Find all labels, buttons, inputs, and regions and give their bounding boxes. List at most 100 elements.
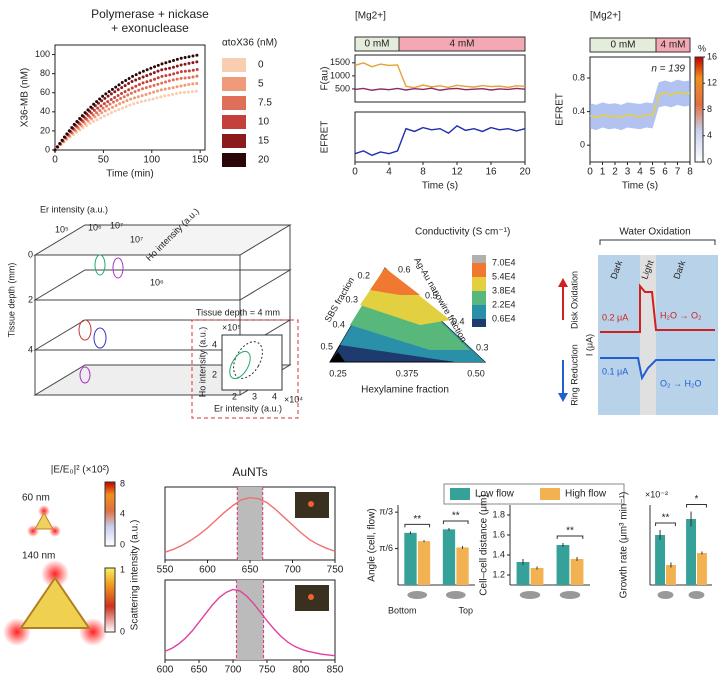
tick: 4 bbox=[120, 508, 125, 518]
bar bbox=[404, 532, 417, 585]
reaction: H₂O → O₂ bbox=[660, 310, 702, 320]
axis-label: I (μA) bbox=[584, 334, 594, 356]
legend-swatch bbox=[472, 305, 486, 319]
series-line bbox=[589, 91, 691, 119]
header-right: 4 mM bbox=[661, 40, 686, 51]
series-line bbox=[53, 67, 202, 152]
x-tick-label: 3 bbox=[625, 167, 631, 178]
tick: 0.4 bbox=[332, 319, 345, 329]
significance: * bbox=[695, 494, 699, 505]
significance: ** bbox=[662, 513, 670, 524]
x-tick-label: 150 bbox=[192, 155, 209, 166]
legend-swatch bbox=[472, 319, 486, 327]
significance-bracket bbox=[655, 522, 676, 526]
y-axis-label: Angle (cell, flow) bbox=[367, 508, 378, 581]
colorbar-label: % bbox=[698, 43, 706, 53]
cluster bbox=[94, 254, 106, 276]
cell-icon bbox=[559, 591, 581, 599]
tick: 10⁶ bbox=[88, 222, 102, 232]
disk-trace bbox=[600, 283, 715, 333]
bar bbox=[417, 541, 431, 585]
x-tick-label: 750 bbox=[259, 665, 276, 676]
axis-label: Er intensity (a.u.) bbox=[40, 204, 108, 214]
header-right: 4 mM bbox=[450, 39, 475, 50]
legend-swatch bbox=[472, 277, 486, 291]
y-tick-label: π/3 bbox=[379, 507, 393, 517]
tick: 3 bbox=[252, 391, 257, 401]
y-axis-label: F(au) bbox=[320, 67, 331, 91]
inset-axis: Er intensity (a.u.) bbox=[214, 403, 282, 413]
significance: ** bbox=[452, 511, 460, 522]
cell-icon bbox=[445, 591, 466, 599]
colorbar-tick-label: 8 bbox=[707, 104, 712, 114]
arrow-head bbox=[558, 278, 568, 287]
header-left: 0 mM bbox=[611, 40, 636, 51]
bar bbox=[686, 519, 697, 585]
y-tick-label: 1.4 bbox=[492, 549, 505, 559]
plot-frame bbox=[54, 44, 206, 151]
header-box bbox=[655, 37, 691, 53]
chart-title: Polymerase + nickase bbox=[91, 7, 209, 21]
x-tick-label: 20 bbox=[519, 167, 531, 178]
inset-scale: ×10⁴ bbox=[284, 394, 303, 404]
tick: 4 bbox=[272, 391, 277, 401]
x-tick-label: 16 bbox=[485, 167, 497, 178]
axis-label: Hexylamine fraction bbox=[361, 385, 449, 396]
axis-label: Tissue depth (mm) bbox=[6, 263, 16, 338]
legend-swatch bbox=[222, 58, 246, 72]
tick: 10⁷ bbox=[130, 234, 143, 244]
tick: 0.3 bbox=[476, 342, 489, 352]
inset-axis: Ho intensity (a.u.) bbox=[197, 327, 207, 398]
tick: 0.2 bbox=[357, 270, 370, 280]
cell-icon bbox=[657, 591, 674, 599]
x-tick-label: 750 bbox=[327, 565, 344, 576]
tick: 0.5 bbox=[425, 290, 438, 300]
x-tick-label: 700 bbox=[284, 565, 301, 576]
header-label: [Mg2+] bbox=[590, 11, 621, 22]
tick: 10⁵ bbox=[55, 224, 69, 234]
cluster bbox=[233, 341, 263, 379]
colorbar bbox=[104, 481, 116, 547]
tick: 0.6 bbox=[398, 264, 411, 274]
x-tick-label: 6 bbox=[662, 167, 668, 178]
series-line bbox=[53, 74, 202, 152]
tick: 1 bbox=[120, 564, 125, 574]
y-axis-label: X36-MB (nM) bbox=[20, 68, 31, 127]
bar bbox=[530, 568, 544, 585]
bracket bbox=[599, 239, 716, 245]
legend-label: 7.5 bbox=[258, 98, 272, 109]
y-tick-label: 0.4 bbox=[572, 106, 585, 116]
colorbar bbox=[104, 567, 116, 633]
y-axis-label: EFRET bbox=[555, 93, 566, 126]
tick: 0.4 bbox=[452, 316, 465, 326]
legend-label: 0.6E4 bbox=[492, 313, 516, 323]
tick: 4 bbox=[212, 339, 217, 349]
x-tick-label: 650 bbox=[242, 565, 259, 576]
x-tick-label: 4 bbox=[637, 167, 643, 178]
cluster bbox=[229, 350, 251, 380]
tick: 4 bbox=[28, 344, 33, 354]
inset-frame bbox=[191, 319, 299, 419]
y-tick-label: 0 bbox=[580, 140, 585, 150]
y-tick-label: 1000 bbox=[330, 70, 350, 80]
hotspot bbox=[38, 505, 50, 517]
inset-title: Tissue depth = 4 mm bbox=[196, 307, 280, 317]
hotspot bbox=[41, 560, 69, 588]
significance-bracket bbox=[556, 535, 584, 539]
x-tick-label: 600 bbox=[157, 665, 174, 676]
bar bbox=[665, 565, 676, 585]
legend-label: 2.2E4 bbox=[492, 299, 516, 309]
x-axis-label: Time (s) bbox=[622, 181, 658, 192]
mg-headers: [Mg2+] 0 mM 4 mM [Mg2+] 0 mM 4 mM bbox=[354, 11, 691, 53]
colorbar-tick-label: 12 bbox=[707, 78, 717, 88]
x-tick-label: 0 bbox=[52, 155, 58, 166]
tick: 10⁷ bbox=[110, 220, 123, 230]
ring-label: Ring Reduction bbox=[569, 344, 579, 406]
category-label: Top bbox=[458, 605, 473, 615]
x-tick-label: 650 bbox=[191, 665, 208, 676]
x-tick-label: 550 bbox=[157, 565, 174, 576]
y-tick-label: 40 bbox=[40, 106, 50, 116]
x-tick-label: 4 bbox=[386, 167, 392, 178]
y-tick-label: 0 bbox=[45, 144, 50, 154]
legend-label: 0 bbox=[258, 60, 264, 71]
